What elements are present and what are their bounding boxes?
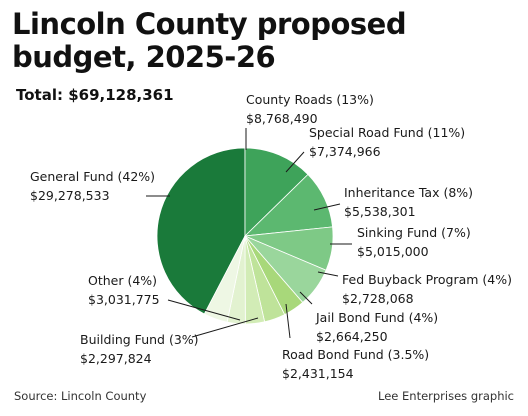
label-road-bond-fund-value: $2,431,154 bbox=[282, 366, 354, 381]
budget-total: Total: $69,128,361 bbox=[16, 86, 174, 104]
label-special-road-fund-name: Special Road Fund (11%) bbox=[309, 125, 465, 140]
leader-other bbox=[167, 299, 241, 321]
label-building-fund-value: $2,297,824 bbox=[80, 351, 152, 366]
label-inheritance-tax-name: Inheritance Tax (8%) bbox=[344, 185, 473, 200]
label-fed-buyback-program-name: Fed Buyback Program (4%) bbox=[342, 272, 512, 287]
label-building-fund-name: Building Fund (3%) bbox=[80, 332, 199, 347]
leader-road-bond-fund bbox=[285, 303, 291, 339]
label-county-roads-value: $8,768,490 bbox=[246, 111, 318, 126]
title-line-2: budget, 2025-26 bbox=[12, 40, 276, 74]
label-jail-bond-fund-value: $2,664,250 bbox=[316, 329, 388, 344]
label-other-name: Other (4%) bbox=[88, 273, 157, 288]
label-jail-bond-fund-name: Jail Bond Fund (4%) bbox=[315, 310, 438, 325]
leader-jail-bond-fund bbox=[299, 291, 313, 305]
slice-general-fund bbox=[156, 147, 246, 315]
chart-title: Lincoln County proposed budget, 2025-26 bbox=[12, 8, 512, 74]
graphic-credit: Lee Enterprises graphic bbox=[378, 389, 514, 403]
title-line-1: Lincoln County proposed bbox=[12, 7, 407, 41]
leader-building-fund bbox=[191, 317, 259, 338]
leader-inheritance-tax bbox=[313, 203, 341, 211]
label-inheritance-tax-value: $5,538,301 bbox=[344, 204, 416, 219]
label-road-bond-fund-name: Road Bond Fund (3.5%) bbox=[282, 347, 429, 362]
pie-slices bbox=[156, 147, 334, 325]
label-general-fund-value: $29,278,533 bbox=[30, 188, 110, 203]
slice-labels: General Fund (42%) $29,278,533 County Road… bbox=[30, 92, 512, 381]
label-sinking-fund-value: $5,015,000 bbox=[357, 244, 429, 259]
leader-special-road-fund bbox=[285, 151, 305, 173]
source-note: Source: Lincoln County bbox=[14, 389, 147, 403]
label-other-value: $3,031,775 bbox=[88, 292, 160, 307]
leader-fed-buyback-program bbox=[317, 271, 339, 277]
label-sinking-fund-name: Sinking Fund (7%) bbox=[357, 225, 471, 240]
label-county-roads-name: County Roads (13%) bbox=[246, 92, 374, 107]
label-special-road-fund-value: $7,374,966 bbox=[309, 144, 381, 159]
slice-other bbox=[203, 235, 246, 323]
label-fed-buyback-program-value: $2,728,068 bbox=[342, 291, 414, 306]
label-general-fund-name: General Fund (42%) bbox=[30, 169, 155, 184]
